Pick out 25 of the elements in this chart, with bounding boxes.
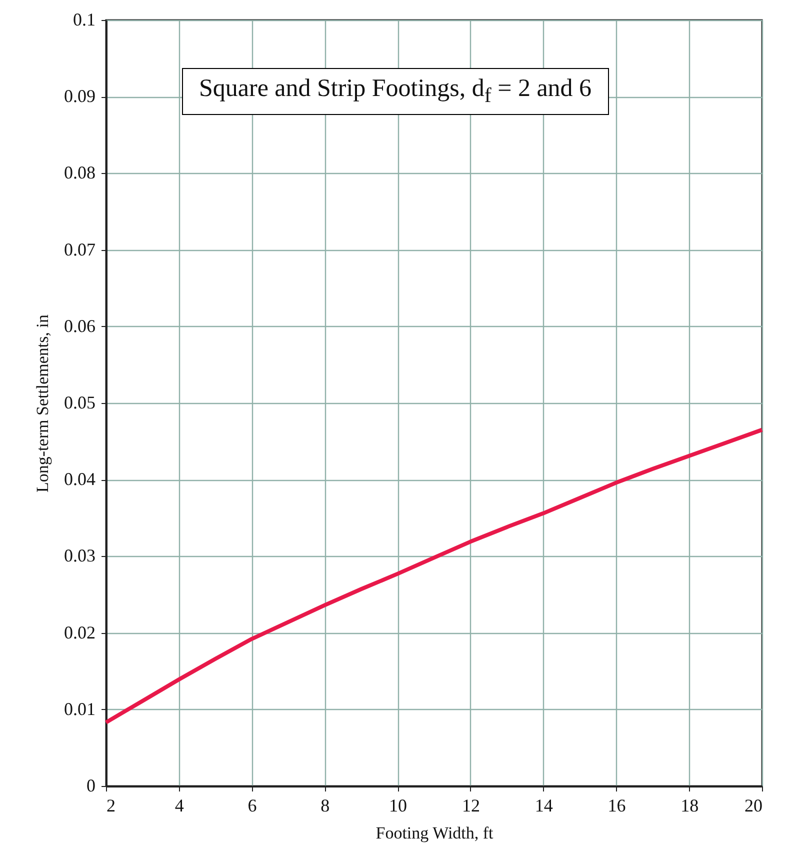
x-tick-label: 4 [174, 796, 184, 816]
x-tick-label: 8 [320, 796, 330, 816]
y-tick-label: 0.05 [64, 392, 96, 412]
line-series [104, 428, 764, 724]
y-tick-label: 0.07 [64, 239, 96, 260]
x-axis-title: Footing Width, ft [376, 824, 494, 842]
y-tick-label: 0.04 [64, 469, 96, 490]
x-tick-label: 10 [389, 796, 408, 816]
y-tick-label: 0.06 [64, 316, 96, 336]
x-tick-label: 14 [534, 796, 553, 816]
text: Square and Strip Footings, d$_{f}$ = 2 and 6 [182, 68, 609, 115]
x-tick-label: 16 [608, 796, 626, 816]
y-axis-title: Long-term Settlements, in [33, 314, 52, 492]
y-tick-label: 0.01 [64, 698, 96, 719]
y-tick-label: 0.1 [73, 10, 96, 30]
y-tick-label: 0.03 [64, 546, 96, 566]
y-tick-label: 0 [86, 776, 96, 796]
x-tick-label: 6 [248, 796, 257, 816]
x-tick-label: 18 [680, 796, 699, 816]
y-tick-label: 0.02 [64, 622, 96, 642]
x-tick-label: 2 [106, 796, 116, 816]
x-tick-label: 12 [462, 796, 480, 816]
x-tick-label: 20 [744, 796, 762, 816]
y-tick-label: 0.09 [64, 86, 96, 106]
y-tick-label: 0.08 [64, 162, 96, 183]
